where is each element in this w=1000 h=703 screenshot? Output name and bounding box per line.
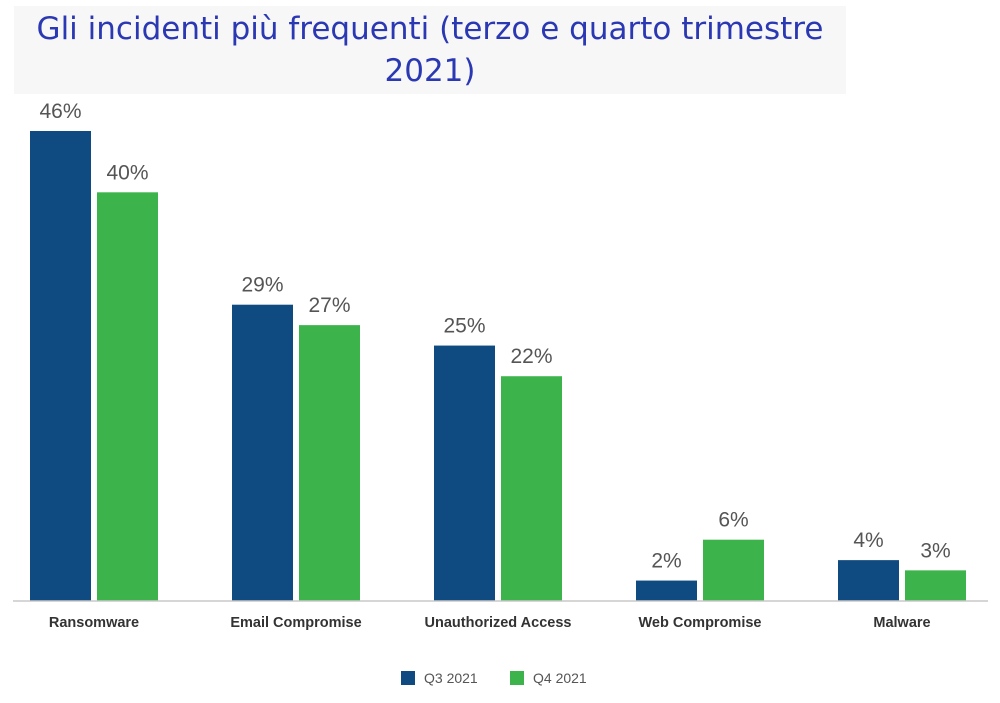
value-label-malware-q4-2021: 3% xyxy=(920,539,950,562)
legend-swatch-q3-2021 xyxy=(401,671,415,685)
value-label-unauthorized-access-q3-2021: 25% xyxy=(443,315,485,338)
legend-swatch-q4-2021 xyxy=(510,671,524,685)
bar-email-compromise-q3-2021 xyxy=(232,304,293,601)
legend-label-q4-2021: Q4 2021 xyxy=(533,670,587,686)
bar-unauthorized-access-q4-2021 xyxy=(501,376,562,601)
bar-unauthorized-access-q3-2021 xyxy=(434,345,495,601)
bar-web-compromise-q3-2021 xyxy=(636,580,697,601)
value-label-ransomware-q4-2021: 40% xyxy=(106,161,148,184)
bar-web-compromise-q4-2021 xyxy=(703,539,764,601)
legend-label-q3-2021: Q3 2021 xyxy=(424,670,478,686)
value-label-web-compromise-q3-2021: 2% xyxy=(651,550,681,573)
bar-email-compromise-q4-2021 xyxy=(299,325,360,601)
category-labels-group: Ransomware Email Compromise Unauthorized A… xyxy=(49,615,931,631)
bars-group xyxy=(30,131,966,601)
category-label-web-compromise: Web Compromise xyxy=(638,615,761,631)
category-label-email-compromise: Email Compromise xyxy=(230,615,361,631)
value-label-email-compromise-q4-2021: 27% xyxy=(308,294,350,317)
category-label-malware: Malware xyxy=(873,615,930,631)
bar-ransomware-q3-2021 xyxy=(30,131,91,601)
value-label-malware-q3-2021: 4% xyxy=(853,529,883,552)
category-label-unauthorized-access: Unauthorized Access xyxy=(425,615,572,631)
chart-title: Gli incidenti più frequenti (terzo e qua… xyxy=(36,11,824,89)
value-label-web-compromise-q4-2021: 6% xyxy=(718,509,748,532)
bar-malware-q3-2021 xyxy=(838,560,899,601)
title-background xyxy=(14,6,846,94)
value-labels-group: 46% 40% 29% 27% 25% 22% 2% 6% 4% 3% xyxy=(39,100,950,573)
category-label-ransomware: Ransomware xyxy=(49,615,139,631)
bar-ransomware-q4-2021 xyxy=(97,192,158,601)
value-label-email-compromise-q3-2021: 29% xyxy=(241,274,283,297)
bar-malware-q4-2021 xyxy=(905,570,966,601)
legend: Q3 2021 Q4 2021 xyxy=(401,670,587,686)
value-label-ransomware-q3-2021: 46% xyxy=(39,100,81,123)
value-label-unauthorized-access-q4-2021: 22% xyxy=(510,345,552,368)
